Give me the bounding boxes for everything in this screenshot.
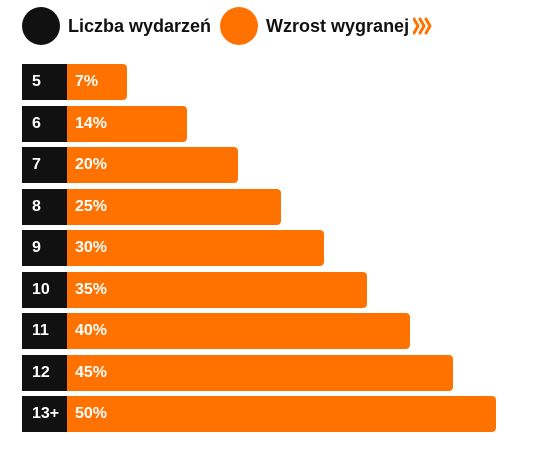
events-count-cell: 7 xyxy=(22,147,67,183)
table-row: 8 25% xyxy=(22,188,542,225)
table-row: 12 45% xyxy=(22,354,542,391)
legend-label-events: Liczba wydarzeń xyxy=(68,15,212,36)
boost-bar: 50% xyxy=(67,396,496,432)
events-count-cell: 10 xyxy=(22,271,67,308)
table-row: 6 14% xyxy=(22,105,542,142)
boost-bar: 30% xyxy=(67,230,324,266)
table-row: 9 30% xyxy=(22,230,542,266)
events-color-dot xyxy=(22,7,60,45)
events-count-cell: 8 xyxy=(22,188,67,225)
boost-color-dot xyxy=(220,7,259,45)
boost-bar: 14% xyxy=(67,105,187,142)
legend-item-events: Liczba wydarzeń xyxy=(22,7,211,45)
boost-table: 5 7% 6 14% 7 20% 8 25% 9 30% 10 35% 11 40% 12 45% 13+ 50% xyxy=(22,64,542,438)
boost-bar: 25% xyxy=(67,188,281,225)
table-row: 10 35% xyxy=(22,271,542,308)
legend: Liczba wydarzeń Wzrost wygranej xyxy=(22,6,442,46)
events-count-cell: 9 xyxy=(22,230,67,266)
triple-chevron-right-icon xyxy=(413,17,433,35)
boost-bar: 45% xyxy=(67,354,453,391)
legend-label-boost: Wzrost wygranej xyxy=(266,15,410,36)
boost-bar: 7% xyxy=(67,64,127,100)
events-count-cell: 12 xyxy=(22,354,67,391)
events-count-cell: 11 xyxy=(22,313,67,349)
events-count-cell: 5 xyxy=(22,64,67,100)
boost-bar: 35% xyxy=(67,271,367,308)
events-count-cell: 6 xyxy=(22,105,67,142)
table-row: 11 40% xyxy=(22,313,542,349)
table-row: 7 20% xyxy=(22,147,542,183)
events-count-cell: 13+ xyxy=(22,396,67,432)
legend-item-boost: Wzrost wygranej xyxy=(220,7,433,45)
boost-bar: 20% xyxy=(67,147,238,183)
table-row: 5 7% xyxy=(22,64,542,100)
boost-bar: 40% xyxy=(67,313,410,349)
table-row: 13+ 50% xyxy=(22,396,542,432)
